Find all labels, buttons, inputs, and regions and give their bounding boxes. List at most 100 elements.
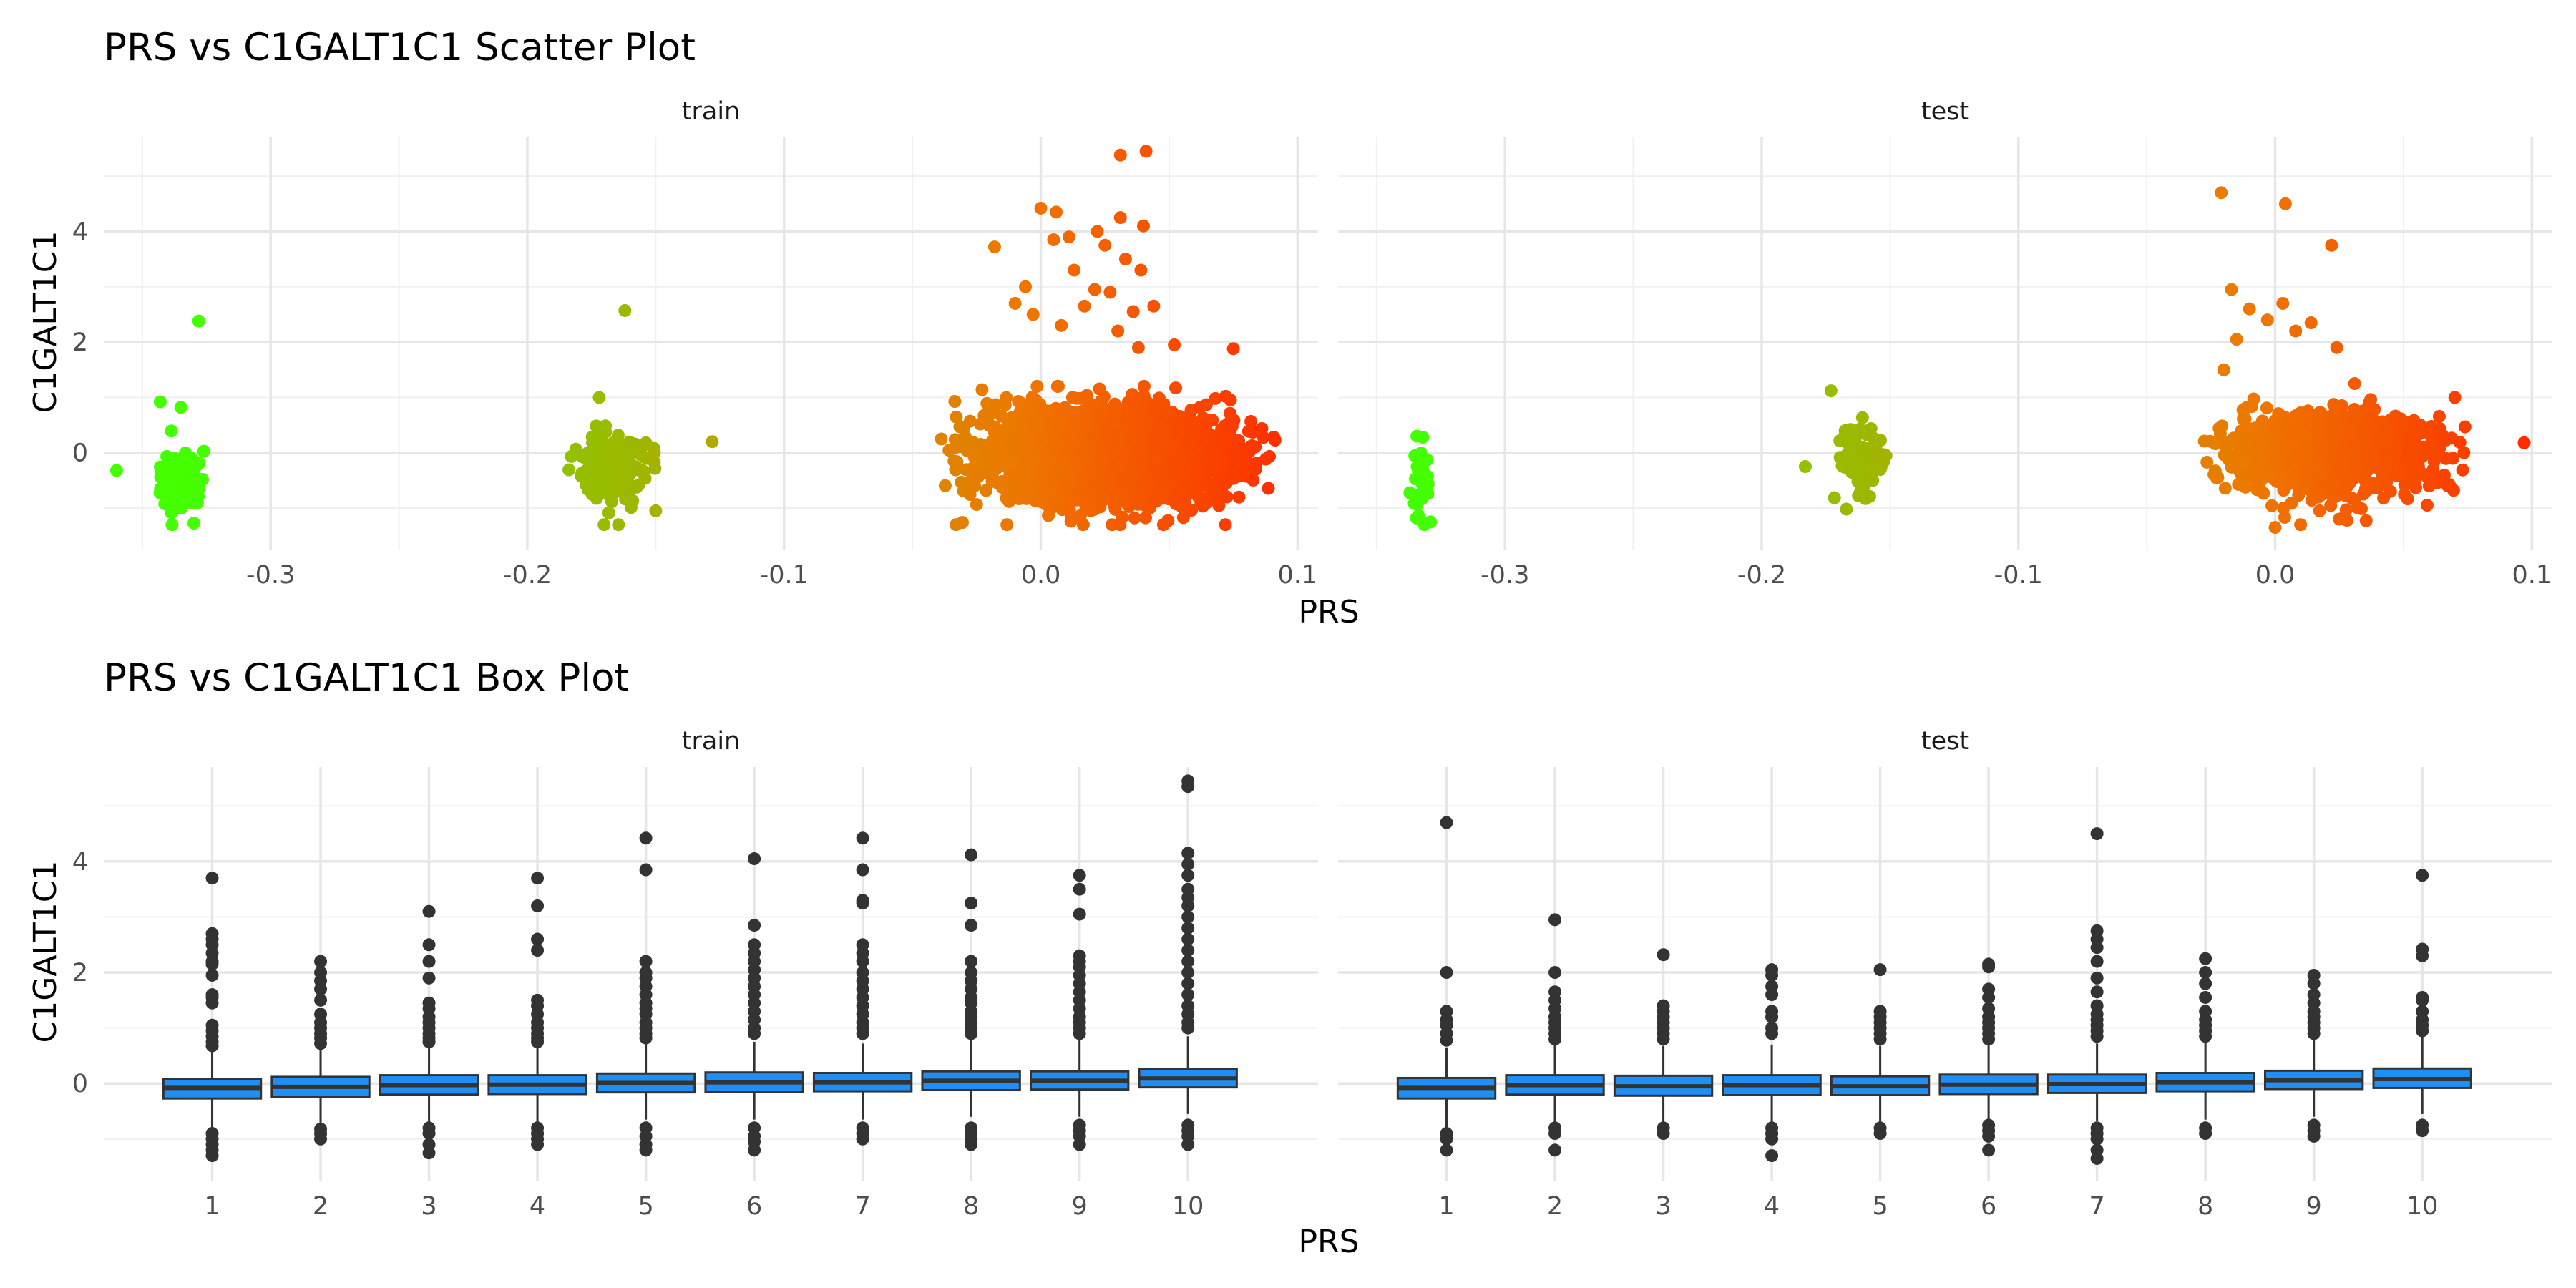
scatter-point xyxy=(1219,389,1232,403)
box-outlier xyxy=(2090,985,2104,999)
scatter-point xyxy=(1083,464,1097,477)
scatter-point xyxy=(2406,431,2419,445)
scatter-point xyxy=(1104,471,1118,484)
scatter-point xyxy=(592,391,606,404)
scatter-point xyxy=(197,444,210,458)
scatter-point xyxy=(160,449,174,463)
scatter-point xyxy=(2389,448,2403,462)
scatter-x-tick-label: -0.2 xyxy=(503,561,552,590)
scatter-point xyxy=(181,490,195,504)
scatter-point xyxy=(589,477,602,491)
scatter-strip-label-train: train xyxy=(682,97,740,126)
box-outlier xyxy=(2416,1124,2429,1138)
scatter-points-test xyxy=(1403,186,2531,535)
box-6 xyxy=(1938,957,2039,1157)
box-x-tick-label: 8 xyxy=(2197,1192,2213,1221)
scatter-point xyxy=(1096,407,1109,421)
box-outlier xyxy=(531,872,545,885)
scatter-point xyxy=(1209,391,1222,405)
scatter-point xyxy=(179,446,192,459)
box-outlier xyxy=(2090,971,2104,985)
scatter-point xyxy=(2280,444,2293,458)
box-x-tick-label: 5 xyxy=(1872,1192,1888,1221)
scatter-point xyxy=(2261,467,2275,480)
scatter-x-tick-label: 0.0 xyxy=(2255,561,2296,590)
box-outlier xyxy=(205,957,219,971)
box-outlier xyxy=(1548,913,1562,927)
box-outlier xyxy=(856,1132,869,1146)
scatter-point xyxy=(2393,464,2406,478)
scatter-point xyxy=(2311,428,2324,441)
scatter-panel-test: test -0.3 -0.2 -0.1 0.0 0.1 xyxy=(1338,97,2552,590)
box-outlier xyxy=(314,1132,328,1146)
scatter-point xyxy=(1033,429,1047,442)
box-1 xyxy=(162,872,263,1163)
scatter-point xyxy=(2197,434,2211,448)
scatter-point xyxy=(1128,511,1141,525)
scatter-point xyxy=(2218,448,2231,462)
scatter-point xyxy=(1179,496,1192,509)
box-x-tick-label: 1 xyxy=(204,1192,220,1221)
scatter-x-tick-label: -0.2 xyxy=(1737,561,1786,590)
scatter-point xyxy=(1088,283,1101,296)
scatter-point xyxy=(1828,491,1841,504)
scatter-point xyxy=(2422,479,2436,493)
scatter-point xyxy=(1213,485,1226,499)
scatter-point xyxy=(2457,446,2471,459)
scatter-point xyxy=(2294,518,2308,532)
scatter-point xyxy=(1148,454,1161,468)
scatter-point xyxy=(955,516,969,530)
box-outlier xyxy=(531,944,545,957)
scatter-point xyxy=(1852,489,1865,502)
box-outlier xyxy=(205,996,219,1010)
scatter-point xyxy=(1099,423,1113,436)
scatter-point xyxy=(1042,509,1055,522)
scatter-point xyxy=(2338,444,2352,458)
scatter-y-tick-label: 0 xyxy=(72,439,88,468)
scatter-point xyxy=(1187,457,1201,471)
scatter-point xyxy=(1139,145,1153,158)
scatter-point xyxy=(1062,230,1075,244)
scatter-point xyxy=(995,409,1008,423)
scatter-point xyxy=(1863,489,1876,503)
scatter-point xyxy=(1232,490,1246,504)
box-outlier xyxy=(2090,1151,2104,1165)
scatter-point xyxy=(2225,283,2238,296)
box-outlier xyxy=(422,971,436,985)
scatter-point xyxy=(987,472,1000,486)
scatter-point xyxy=(1840,502,1853,516)
box-outlier xyxy=(2199,990,2212,1004)
scatter-point xyxy=(1008,296,1022,310)
scatter-point xyxy=(2517,436,2531,449)
scatter-point xyxy=(963,488,977,502)
scatter-y-tick-label: 2 xyxy=(72,328,88,357)
box-outlier xyxy=(2090,1132,2104,1146)
scatter-point xyxy=(1238,464,1252,478)
scatter-point xyxy=(1034,201,1048,215)
scatter-point xyxy=(2380,448,2394,462)
scatter-point xyxy=(2268,521,2282,535)
box-outlier xyxy=(1181,966,1195,980)
scatter-point xyxy=(2296,447,2310,460)
box-outlier xyxy=(1181,857,1195,871)
scatter-point xyxy=(1106,405,1120,419)
scatter-point xyxy=(2253,456,2267,469)
scatter-point xyxy=(950,455,964,469)
scatter-point xyxy=(1000,518,1014,532)
box-outlier xyxy=(1548,966,1562,980)
box-x-tick-label: 3 xyxy=(1655,1192,1671,1221)
scatter-point xyxy=(1110,426,1123,439)
scatter-point xyxy=(1227,444,1241,457)
scatter-point xyxy=(165,472,179,485)
scatter-point xyxy=(2276,296,2290,310)
box-outlier xyxy=(2199,1127,2212,1141)
scatter-point xyxy=(2273,408,2286,421)
scatter-point xyxy=(1866,474,1880,487)
scatter-point xyxy=(2456,463,2469,477)
scatter-point xyxy=(975,383,989,396)
box-outlier xyxy=(1181,847,1195,860)
scatter-point xyxy=(174,401,187,414)
scatter-point xyxy=(1113,439,1126,452)
box-outlier xyxy=(2090,1030,2104,1043)
box-outlier xyxy=(314,955,328,968)
